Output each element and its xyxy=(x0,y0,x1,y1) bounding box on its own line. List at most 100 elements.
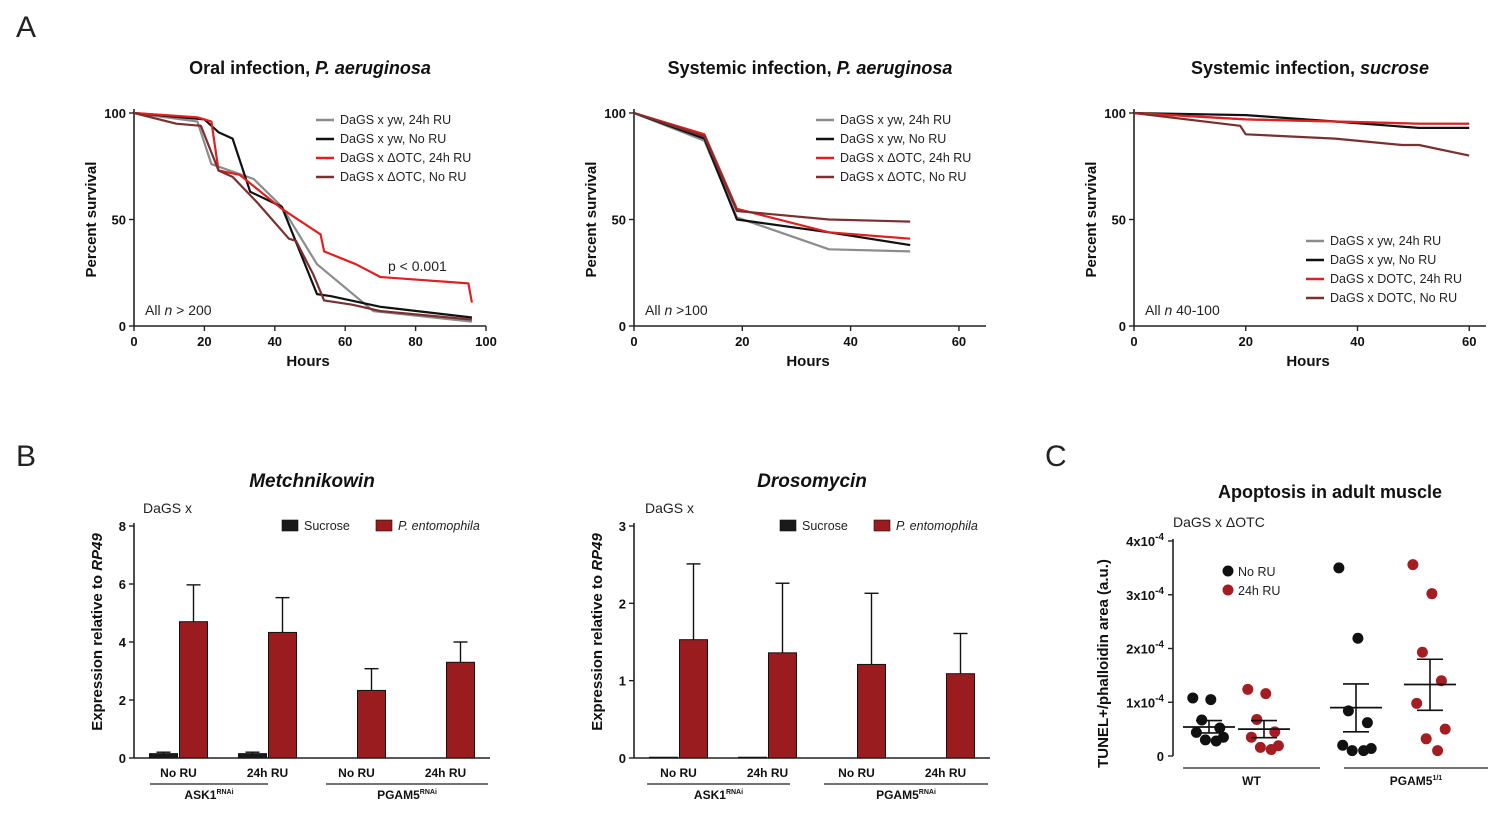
category-label: No RU xyxy=(338,766,375,780)
title-text: Systemic infection, xyxy=(1191,58,1360,78)
bar-sucrose xyxy=(738,756,767,759)
series-line-1 xyxy=(633,111,911,247)
category-label: 24h RU xyxy=(425,766,466,780)
data-point xyxy=(1416,646,1428,658)
bar-entomophila xyxy=(946,673,975,759)
x-tick-label: 40 xyxy=(843,334,857,349)
x-axis-label: Hours xyxy=(1286,353,1329,370)
legend-label: Sucrose xyxy=(304,519,350,533)
y-tick-label: 6 xyxy=(119,577,126,592)
y-tick-label: 3 xyxy=(619,519,626,534)
data-point xyxy=(1254,741,1266,753)
data-point xyxy=(1411,697,1423,709)
bar-sucrose xyxy=(149,753,178,759)
legend-label: P. entomophila xyxy=(896,519,978,533)
data-point xyxy=(1260,688,1272,700)
category-label: No RU xyxy=(660,766,697,780)
legend-label: DaGS x yw, No RU xyxy=(340,132,446,146)
x-axis-label: Hours xyxy=(786,353,829,370)
legend-label: 24h RU xyxy=(1238,584,1280,598)
bar-sucrose xyxy=(649,756,678,759)
legend-label: No RU xyxy=(1238,565,1276,579)
legend-label: DaGS x yw, 24h RU xyxy=(340,113,451,127)
y-axis-label: TUNEL+/phalloidin area (a.u.) xyxy=(1095,559,1112,768)
x-tick-label: 20 xyxy=(1239,334,1253,349)
legend-label: DaGS x yw, 24h RU xyxy=(1330,234,1441,248)
y-tick-label: 3x10-4 xyxy=(1126,586,1164,603)
x-tick-label: 40 xyxy=(268,334,282,349)
y-tick-label: 100 xyxy=(104,106,126,121)
data-point xyxy=(1432,745,1444,757)
series-line-2 xyxy=(1133,111,1470,125)
series-line-3 xyxy=(133,111,473,321)
data-point xyxy=(1439,723,1451,735)
legend-swatch xyxy=(873,519,891,532)
data-point xyxy=(1337,739,1349,751)
bar-entomophila xyxy=(357,689,386,759)
y-axis-label: Percent survival xyxy=(1083,162,1100,278)
legend-label: P. entomophila xyxy=(398,519,480,533)
data-point xyxy=(1214,722,1226,734)
bar-sucrose xyxy=(238,753,267,759)
y-tick-label: 50 xyxy=(612,213,626,228)
data-point xyxy=(1407,559,1419,571)
panel-label-a: A xyxy=(16,11,36,44)
data-point xyxy=(1333,562,1345,574)
legend-label: DaGS x yw, No RU xyxy=(840,132,946,146)
category-label: No RU xyxy=(160,766,197,780)
group-label: WT xyxy=(1242,774,1261,788)
header-text: DaGS x xyxy=(645,500,694,516)
y-tick-label: 2 xyxy=(619,596,626,611)
y-tick-label: 2x10-4 xyxy=(1126,640,1164,657)
panel-label-c: C xyxy=(1045,440,1067,473)
group-label: PGAM51/1 xyxy=(1390,774,1443,788)
chart-title: Systemic infection, P. aeruginosa xyxy=(668,58,953,78)
chart-title: Apoptosis in adult muscle xyxy=(1218,482,1442,502)
x-tick-label: 60 xyxy=(1462,334,1476,349)
chart-title: Metchnikowin xyxy=(249,471,375,492)
y-tick-label: 0 xyxy=(1119,319,1126,334)
y-tick-label: 0 xyxy=(619,319,626,334)
y-tick-label: 4x10-4 xyxy=(1126,532,1164,549)
bar-entomophila xyxy=(857,663,886,759)
y-axis-label: Percent survival xyxy=(83,162,100,278)
legend-label: DaGS x DOTC, No RU xyxy=(1330,291,1457,305)
legend-swatch xyxy=(281,519,299,532)
data-point xyxy=(1269,726,1281,738)
y-tick-label: 50 xyxy=(1112,213,1126,228)
data-point xyxy=(1199,734,1211,746)
y-tick-label: 1x10-4 xyxy=(1126,693,1164,710)
legend-swatch xyxy=(375,519,393,532)
legend-label: DaGS x ΔOTC, 24h RU xyxy=(340,151,471,165)
group-label: PGAM5RNAi xyxy=(377,788,437,802)
category-label: No RU xyxy=(838,766,875,780)
y-tick-label: 0 xyxy=(619,751,626,766)
y-tick-label: 1 xyxy=(619,674,626,689)
data-point xyxy=(1358,745,1370,757)
legend-label: DaGS x DOTC, 24h RU xyxy=(1330,272,1462,286)
y-tick-label: 2 xyxy=(119,693,126,708)
category-label: 24h RU xyxy=(747,766,788,780)
series-line-2 xyxy=(133,111,473,303)
data-point xyxy=(1346,745,1358,757)
bar-entomophila xyxy=(768,652,797,759)
panel-label-b: B xyxy=(16,440,36,473)
title-italic: P. aeruginosa xyxy=(315,58,431,78)
data-point xyxy=(1435,675,1447,687)
x-tick-label: 0 xyxy=(130,334,137,349)
legend-marker xyxy=(1222,565,1234,577)
legend-label: DaGS x ΔOTC, No RU xyxy=(340,170,466,184)
data-point xyxy=(1242,683,1254,695)
x-tick-label: 80 xyxy=(408,334,422,349)
p-value-annotation: p < 0.001 xyxy=(388,258,447,274)
x-tick-label: 60 xyxy=(338,334,352,349)
title-text: Systemic infection, xyxy=(668,58,837,78)
title-italic: P. aeruginosa xyxy=(837,58,953,78)
bar-entomophila xyxy=(679,639,708,759)
series-line-3 xyxy=(1133,111,1470,157)
legend-swatch xyxy=(779,519,797,532)
group-label: ASK1RNAi xyxy=(694,788,743,802)
bar-entomophila xyxy=(268,631,297,759)
data-point xyxy=(1352,632,1364,644)
